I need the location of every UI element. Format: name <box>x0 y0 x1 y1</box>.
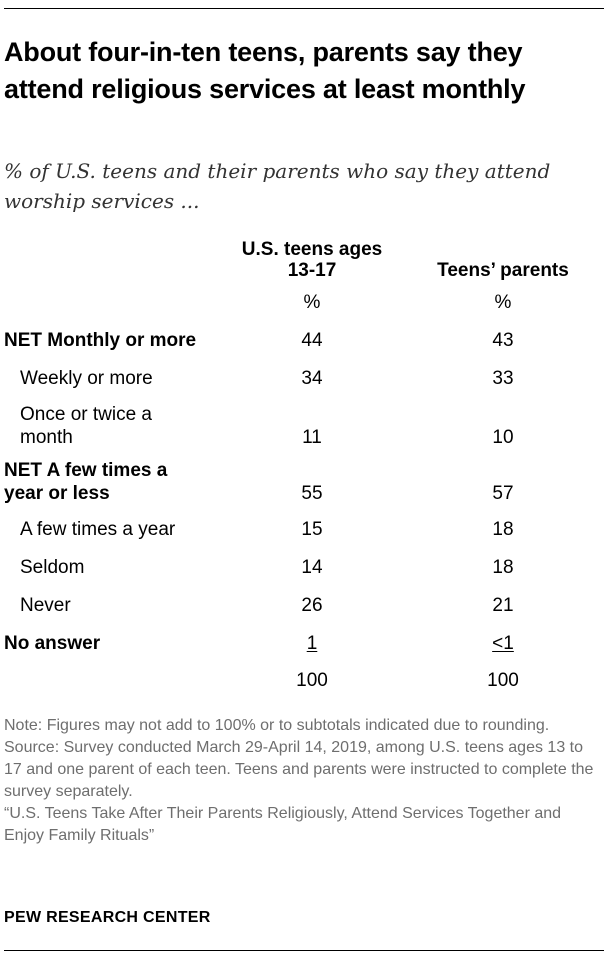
cell-teens-weekly: 34 <box>301 368 323 389</box>
cell-parents-net-monthly: 43 <box>492 330 514 351</box>
row-label-once-twice-month-line2: month <box>20 427 73 448</box>
column-header-teens-line1: U.S. teens ages <box>241 239 383 260</box>
note-text: Note: Figures may not add to 100% or to … <box>4 717 550 734</box>
row-label-net-few-times-year-line1: NET A few times a <box>4 460 168 481</box>
total-teens: 100 <box>296 670 328 691</box>
cell-teens-few-times-year: 15 <box>301 519 323 540</box>
source-text: Source: Survey conducted March 29-April … <box>4 739 594 800</box>
org-credit: PEW RESEARCH CENTER <box>4 909 211 926</box>
column-header-parents: Teens’ parents <box>437 260 569 281</box>
row-label-once-twice-month-line1: Once or twice a <box>20 404 152 425</box>
cell-teens-net-monthly: 44 <box>301 330 323 351</box>
row-label-net-few-times-year: NET A few times a year or less <box>4 459 167 505</box>
cell-teens-no-answer-value: 1 <box>306 633 318 654</box>
row-label-net-monthly: NET Monthly or more <box>4 330 197 351</box>
row-label-few-times-year: A few times a year <box>20 519 176 540</box>
chart-notes: Note: Figures may not add to 100% or to … <box>4 715 604 847</box>
report-title: “U.S. Teens Take After Their Parents Rel… <box>4 805 562 844</box>
row-label-once-twice-month: Once or twice a month <box>20 403 152 449</box>
cell-teens-no-answer: 1 <box>272 632 352 655</box>
chart-subtitle: % of U.S. teens and their parents who sa… <box>4 159 551 213</box>
bottom-rule <box>4 950 604 951</box>
unit-label-teens: % <box>303 292 321 313</box>
unit-label-parents: % <box>494 292 512 313</box>
cell-parents-weekly: 33 <box>492 368 514 389</box>
cell-teens-net-few-times-year: 55 <box>301 483 323 504</box>
total-parents: 100 <box>487 670 519 691</box>
row-label-net-few-times-year-line2: year or less <box>4 483 110 504</box>
top-rule <box>4 8 604 9</box>
cell-teens-once-twice-month: 11 <box>302 427 322 448</box>
row-label-weekly: Weekly or more <box>20 368 153 389</box>
cell-parents-never: 21 <box>492 595 514 616</box>
row-label-no-answer: No answer <box>4 633 101 654</box>
cell-teens-never: 26 <box>301 595 323 616</box>
chart-title: About four-in-ten teens, parents say the… <box>4 37 526 104</box>
cell-parents-seldom: 18 <box>492 557 514 578</box>
cell-parents-once-twice-month: 10 <box>492 427 514 448</box>
row-label-never: Never <box>20 595 71 616</box>
row-label-seldom: Seldom <box>20 557 85 578</box>
column-header-teens-line2: 13-17 <box>287 260 337 281</box>
cell-parents-few-times-year: 18 <box>492 519 514 540</box>
cell-parents-no-answer: <1 <box>463 632 543 655</box>
cell-parents-no-answer-value: <1 <box>492 633 514 654</box>
column-header-teens: U.S. teens ages 13-17 <box>212 239 412 281</box>
cell-parents-net-few-times-year: 57 <box>492 483 514 504</box>
cell-teens-seldom: 14 <box>301 557 323 578</box>
